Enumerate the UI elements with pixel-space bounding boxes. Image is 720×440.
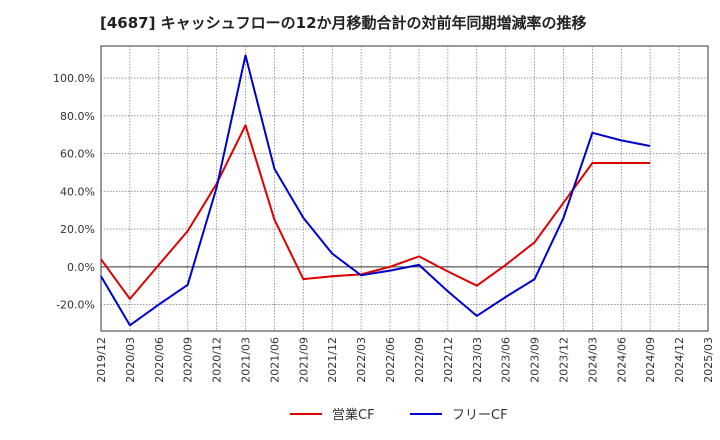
x-tick-label: 2024/09 <box>644 337 657 383</box>
x-tick-label: 2020/03 <box>124 337 137 383</box>
x-tick-label: 2023/12 <box>557 337 570 383</box>
series-line-2 <box>100 54 651 327</box>
legend-label-1: 営業CF <box>332 407 375 423</box>
x-tick-label: 2020/09 <box>182 337 195 383</box>
x-tick-label: 2025/03 <box>702 337 715 383</box>
y-tick-label: 20.0% <box>60 223 95 236</box>
x-tick-label: 2023/06 <box>500 337 513 383</box>
y-tick-label: 60.0% <box>60 148 95 161</box>
x-tick-label: 2020/12 <box>211 337 224 383</box>
legend-label-2: フリーCF <box>452 408 508 423</box>
y-tick-label: 100.0% <box>53 72 95 85</box>
plot-area <box>100 45 709 332</box>
y-tick-label: -20.0% <box>56 299 95 312</box>
x-tick-label: 2023/09 <box>529 337 542 383</box>
x-tick-label: 2021/09 <box>297 337 310 383</box>
y-tick-label: 40.0% <box>60 185 95 198</box>
y-tick-label: 0.0% <box>67 261 95 274</box>
x-tick-label: 2021/12 <box>326 337 339 383</box>
x-tick-label: 2020/06 <box>153 337 166 383</box>
x-tick-label: 2022/03 <box>355 337 368 383</box>
x-tick-label: 2024/06 <box>615 337 628 383</box>
x-tick-label: 2023/03 <box>471 337 484 383</box>
chart-title: [4687] キャッシュフローの12か月移動合計の対前年同期増減率の推移 <box>100 14 587 32</box>
x-tick-label: 2019/12 <box>95 337 108 383</box>
x-tick-label: 2024/03 <box>586 337 599 383</box>
x-tick-label: 2024/12 <box>673 337 686 383</box>
x-tick-label: 2022/12 <box>442 337 455 383</box>
x-tick-label: 2022/06 <box>384 337 397 383</box>
x-tick-label: 2021/06 <box>268 337 281 383</box>
x-tick-label: 2021/03 <box>240 337 253 383</box>
x-tick-label: 2022/09 <box>413 337 426 383</box>
y-tick-label: 80.0% <box>60 110 95 123</box>
series-line-1 <box>100 124 651 300</box>
